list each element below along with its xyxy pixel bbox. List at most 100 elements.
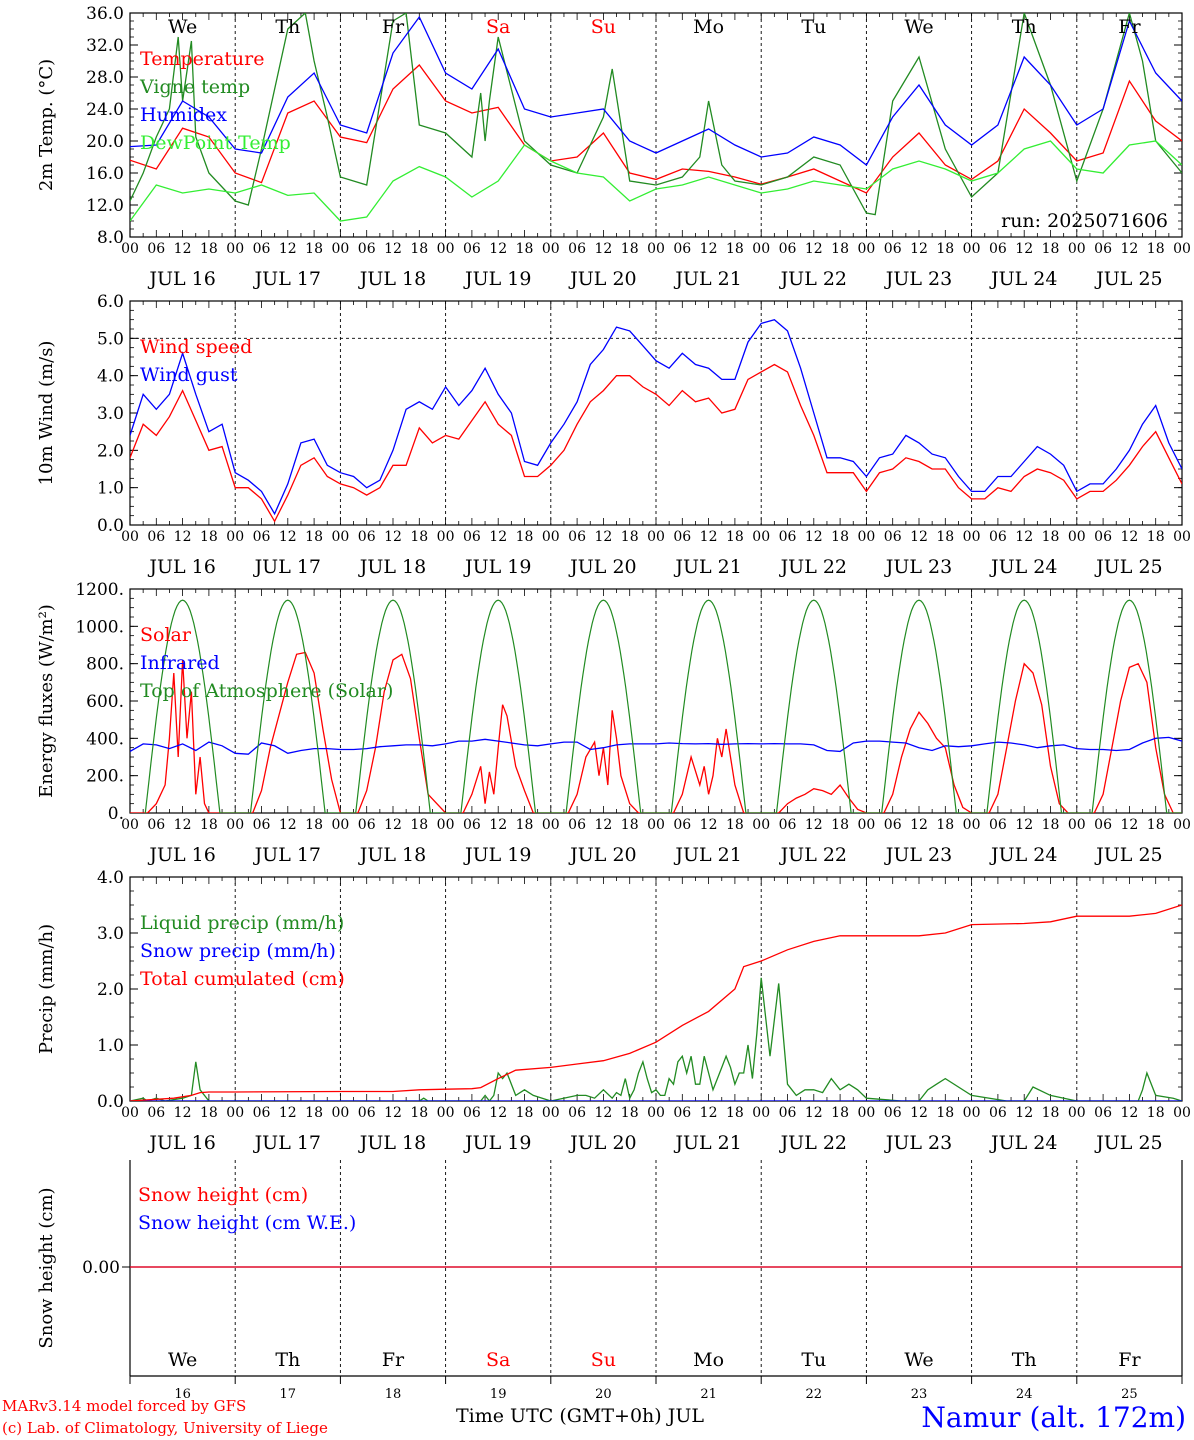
run-annotation: run: 2025071606 [1001, 210, 1168, 232]
weekday-label: Fr [382, 1349, 405, 1371]
hour-tick-label: 18 [305, 241, 323, 257]
hour-tick-label: 18 [1147, 817, 1165, 833]
hour-tick-label: 06 [358, 1105, 376, 1121]
hour-tick-label: 00 [437, 817, 455, 833]
series-line-liquid-precip-mm-h- [130, 977, 1182, 1101]
hour-tick-label: 06 [779, 1105, 797, 1121]
day-label: JUL 22 [779, 1132, 847, 1154]
y-tick-label: 36.0 [86, 4, 124, 24]
hour-tick-label: 06 [463, 817, 481, 833]
hour-tick-label: 12 [805, 241, 823, 257]
day-label: JUL 16 [147, 1132, 215, 1154]
panel-2: 0.0 1.0 2.0 3.0 4.0 5.0 6.0 10m Wind (m/s) Wind … [36, 292, 1191, 578]
hour-tick-label: 06 [253, 529, 271, 545]
day-label: JUL 24 [989, 556, 1057, 578]
day-label: JUL 17 [253, 556, 321, 578]
legend-entry: Infrared [140, 652, 220, 674]
hour-tick-label: 06 [358, 529, 376, 545]
hour-tick-label: 00 [752, 529, 770, 545]
hour-tick-label: 00 [647, 1105, 665, 1121]
hour-tick-label: 00 [647, 529, 665, 545]
y-tick-label: 16.0 [86, 164, 124, 184]
series-line-temperature [130, 64, 1182, 194]
y-tick-label: 4.0 [97, 868, 124, 888]
hour-tick-label: 06 [463, 1105, 481, 1121]
hour-tick-label: 18 [831, 1105, 849, 1121]
panel-4: 0.0 1.0 2.0 3.0 4.0 Precip (mm/h) Liquid preci… [36, 868, 1191, 1154]
day-label: JUL 24 [989, 844, 1057, 866]
hour-tick-label: 06 [779, 241, 797, 257]
hour-tick-label: 00 [331, 1105, 349, 1121]
day-label: JUL 19 [463, 556, 531, 578]
hour-tick-label: 00 [437, 1105, 455, 1121]
weekday-label: Mo [693, 16, 724, 38]
day-label: JUL 23 [884, 268, 952, 290]
weekday-label: Sa [486, 16, 510, 38]
hour-tick-label: 18 [305, 817, 323, 833]
day-label: JUL 20 [568, 556, 636, 578]
weekday-label: Th [1012, 16, 1037, 38]
model-credit-line: MARv3.14 model forced by GFS [2, 1397, 247, 1415]
legend-entry: Temperature [140, 48, 264, 70]
weekday-label: We [904, 16, 933, 38]
hour-tick-label: 00 [542, 241, 560, 257]
day-label: JUL 22 [779, 844, 847, 866]
y-tick-label: 6.0 [97, 292, 124, 312]
hour-tick-label: 12 [174, 817, 192, 833]
hour-tick-label: 00 [1068, 1105, 1086, 1121]
hour-tick-label: 18 [726, 241, 744, 257]
hour-tick-label: 18 [516, 1105, 534, 1121]
day-label: JUL 21 [673, 556, 741, 578]
hour-tick-label: 18 [305, 1105, 323, 1121]
hour-tick-label: 18 [516, 241, 534, 257]
y-tick-label: 4.0 [97, 367, 124, 387]
day-label: JUL 20 [568, 1132, 636, 1154]
weekday-label: Su [591, 16, 616, 38]
hour-tick-label: 00 [963, 529, 981, 545]
day-label: JUL 20 [568, 844, 636, 866]
day-label: JUL 18 [358, 556, 426, 578]
y-tick-label: 200. [86, 767, 124, 787]
hour-tick-label: 18 [410, 529, 428, 545]
hour-tick-label: 00 [437, 529, 455, 545]
y-tick-label: 24.0 [86, 100, 124, 120]
hour-tick-label: 06 [1094, 529, 1112, 545]
series-line-wind-speed [130, 363, 1182, 523]
hour-tick-label: 18 [936, 529, 954, 545]
legend-entry: Snow precip (mm/h) [140, 940, 336, 962]
hour-tick-label: 06 [568, 529, 586, 545]
hour-tick-label: 18 [1042, 817, 1060, 833]
y-axis-title: Precip (mm/h) [36, 924, 57, 1054]
hour-tick-label: 06 [253, 817, 271, 833]
hour-tick-label: 06 [989, 817, 1007, 833]
panel-3: 0. 200. 400. 600. 800. 1000. 1200. Energy fluxe… [36, 580, 1191, 866]
hour-tick-label: 12 [700, 1105, 718, 1121]
y-tick-label: 0. [108, 804, 124, 824]
day-number-label: 23 [911, 1387, 928, 1402]
y-tick-label: 28.0 [86, 68, 124, 88]
hour-tick-label: 18 [936, 1105, 954, 1121]
time-axis-title: Time UTC (GMT+0h) JUL [456, 1405, 704, 1427]
weekday-label: Th [275, 16, 300, 38]
weekday-label: Fr [1118, 16, 1141, 38]
hour-tick-label: 00 [1173, 817, 1191, 833]
hour-tick-label: 00 [121, 241, 139, 257]
day-label: JUL 17 [253, 1132, 321, 1154]
day-label: JUL 18 [358, 268, 426, 290]
y-tick-label: 3.0 [97, 404, 124, 424]
y-tick-label: 3.0 [97, 924, 124, 944]
y-tick-label: 800. [86, 655, 124, 675]
hour-tick-label: 18 [200, 241, 218, 257]
day-label: JUL 23 [884, 1132, 952, 1154]
day-number-label: 21 [700, 1387, 717, 1402]
hour-tick-label: 12 [489, 1105, 507, 1121]
hour-tick-label: 18 [200, 1105, 218, 1121]
hour-tick-label: 12 [805, 1105, 823, 1121]
day-label: JUL 16 [147, 844, 215, 866]
legend-entry: Wind gust [140, 364, 238, 386]
hour-tick-label: 06 [147, 817, 165, 833]
legend-entry: Snow height (cm W.E.) [138, 1212, 356, 1234]
day-number-label: 19 [490, 1387, 507, 1402]
day-label: JUL 22 [779, 268, 847, 290]
hour-tick-label: 18 [936, 241, 954, 257]
